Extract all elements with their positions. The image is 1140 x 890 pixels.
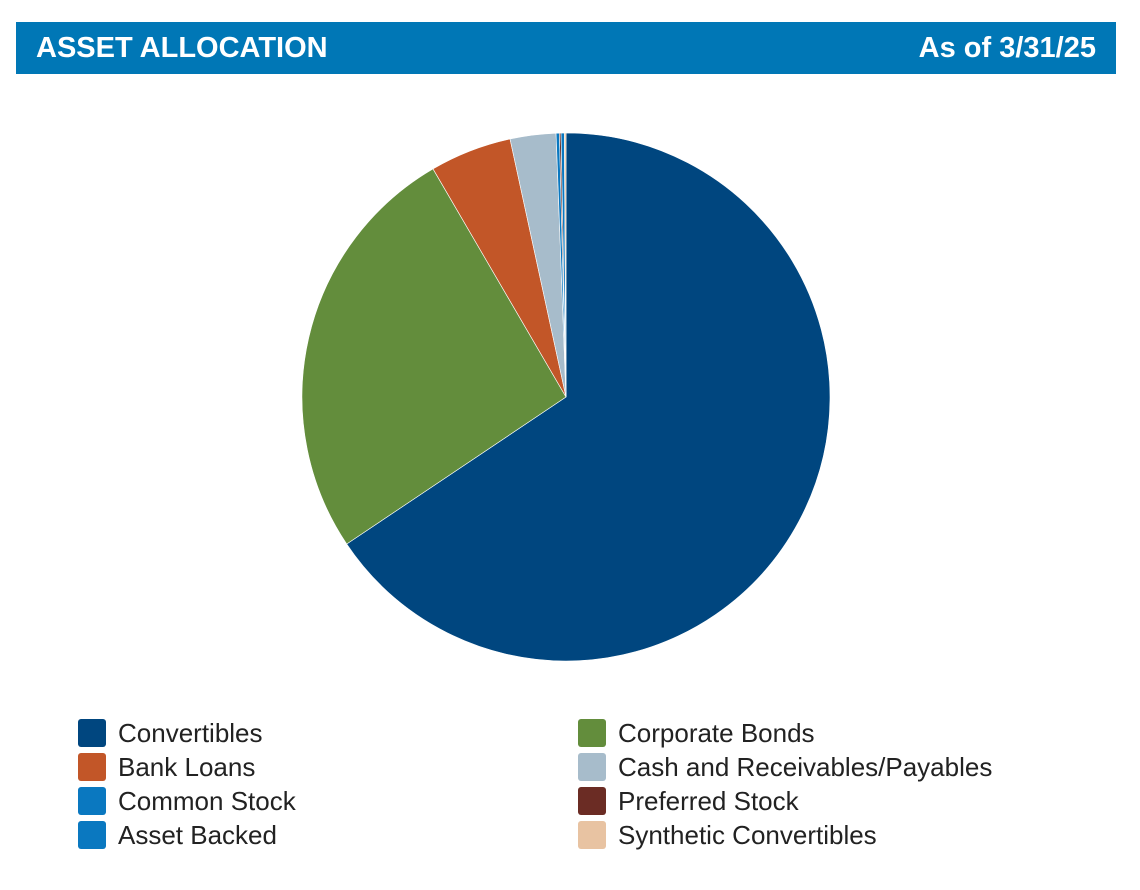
legend-swatch bbox=[578, 821, 606, 849]
chart-legend: Convertibles Corporate Bonds Bank Loans Cas… bbox=[78, 716, 1098, 852]
legend-swatch bbox=[78, 787, 106, 815]
legend-label: Synthetic Convertibles bbox=[618, 819, 877, 850]
legend-swatch bbox=[578, 753, 606, 781]
legend-label: Convertibles bbox=[118, 717, 263, 748]
legend-item-asset-backed: Asset Backed bbox=[78, 818, 578, 852]
chart-header: ASSET ALLOCATION As of 3/31/25 bbox=[16, 22, 1116, 74]
pie-slice-synthetic-convertibles bbox=[564, 132, 567, 398]
as-of-date: As of 3/31/25 bbox=[918, 31, 1096, 64]
legend-swatch bbox=[78, 753, 106, 781]
pie-chart bbox=[301, 132, 831, 662]
legend-item-bank-loans: Bank Loans bbox=[78, 750, 578, 784]
legend-swatch bbox=[578, 719, 606, 747]
pie-slice-corporate-bonds bbox=[301, 168, 567, 545]
legend-item-cash-and-receivables-payables: Cash and Receivables/Payables bbox=[578, 750, 1078, 784]
legend-label: Asset Backed bbox=[118, 819, 277, 850]
legend-item-corporate-bonds: Corporate Bonds bbox=[578, 716, 1078, 750]
pie-slice-convertibles bbox=[346, 132, 831, 662]
legend-item-synthetic-convertibles: Synthetic Convertibles bbox=[578, 818, 1078, 852]
legend-swatch bbox=[78, 719, 106, 747]
legend-swatch bbox=[78, 821, 106, 849]
legend-item-preferred-stock: Preferred Stock bbox=[578, 784, 1078, 818]
legend-swatch bbox=[578, 787, 606, 815]
legend-item-common-stock: Common Stock bbox=[78, 784, 578, 818]
legend-item-convertibles: Convertibles bbox=[78, 716, 578, 750]
legend-label: Cash and Receivables/Payables bbox=[618, 751, 993, 782]
legend-label: Common Stock bbox=[118, 785, 296, 816]
chart-title: ASSET ALLOCATION bbox=[36, 31, 328, 64]
legend-label: Corporate Bonds bbox=[618, 717, 815, 748]
legend-label: Bank Loans bbox=[118, 751, 256, 782]
legend-label: Preferred Stock bbox=[618, 785, 799, 816]
